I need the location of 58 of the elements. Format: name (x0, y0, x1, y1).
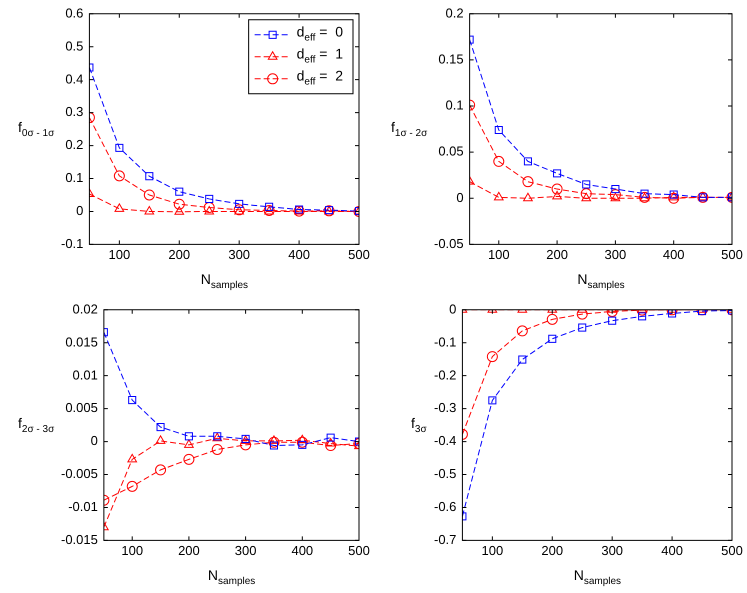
y-tick-label: -0.2 (434, 367, 456, 382)
y-tick-label: -0.4 (434, 433, 456, 448)
y-tick-label: 0.2 (65, 137, 84, 152)
y-tick-label: 0.005 (65, 400, 98, 416)
x-tick-label: 500 (348, 542, 370, 558)
y-tick-label: 0 (90, 433, 98, 448)
y-tick-label: -0.01 (68, 499, 98, 514)
y-tick-label: 0 (456, 190, 464, 205)
y-tick-label: -0.05 (434, 236, 464, 251)
x-tick-label: 500 (348, 246, 370, 262)
x-tick-label: 200 (541, 542, 564, 558)
x-tick-label: 200 (178, 542, 200, 558)
y-tick-label: -0.6 (434, 499, 456, 514)
x-tick-label: 300 (604, 246, 626, 262)
y-tick-label: 0 (449, 301, 456, 316)
x-tick-label: 100 (482, 542, 504, 558)
y-axis-title: f$_{3σ}$ (411, 414, 427, 434)
y-axis-title: f$_{0σ - 1σ}$ (18, 118, 54, 138)
x-tick-label: 100 (488, 246, 510, 262)
x-tick-label: 200 (168, 246, 190, 262)
x-axis-title: N$_{samples}$ (200, 271, 248, 291)
y-tick-label: -0.1 (434, 334, 456, 350)
x-tick-label: 100 (121, 542, 144, 558)
x-tick-label: 100 (108, 246, 130, 262)
y-tick-label: 0.6 (65, 5, 84, 20)
y-tick-label: 0.015 (65, 334, 98, 350)
x-tick-label: 400 (662, 246, 685, 262)
y-tick-label: -0.005 (60, 466, 98, 482)
y-tick-label: 0.1 (65, 170, 84, 186)
y-tick-label: 0.1 (446, 98, 464, 113)
x-axis-title: N$_{samples}$ (208, 567, 256, 587)
x-tick-label: 400 (288, 246, 310, 262)
y-tick-label: 0 (76, 203, 84, 218)
x-tick-label: 500 (721, 542, 743, 558)
y-tick-label: -0.015 (60, 532, 98, 547)
y-tick-label: -0.7 (434, 532, 456, 547)
x-tick-label: 400 (661, 542, 683, 558)
y-axis-title: f$_{1σ - 2σ}$ (391, 118, 428, 138)
y-tick-label: 0.02 (72, 301, 98, 316)
x-tick-label: 300 (234, 542, 256, 558)
x-tick-label: 300 (601, 542, 624, 558)
y-tick-label: 0.3 (65, 104, 84, 120)
x-tick-label: 400 (291, 542, 314, 558)
y-tick-label: -0.5 (434, 466, 456, 482)
y-axis-title: f$_{2σ - 3σ}$ (18, 414, 54, 434)
y-tick-label: 0.4 (65, 71, 84, 86)
x-axis-title: N$_{samples}$ (574, 567, 622, 587)
y-tick-label: 0.05 (438, 144, 464, 159)
x-axis-title: N$_{samples}$ (577, 271, 625, 291)
x-tick-label: 500 (721, 246, 743, 262)
x-tick-label: 200 (546, 246, 568, 262)
x-tick-label: 300 (228, 246, 250, 262)
y-tick-label: 0.5 (65, 38, 84, 54)
y-tick-label: 0.01 (72, 367, 98, 382)
y-tick-label: 0.15 (438, 52, 464, 66)
y-tick-label: -0.1 (60, 236, 84, 251)
y-tick-label: 0.2 (446, 5, 464, 20)
y-tick-label: -0.3 (434, 400, 456, 416)
